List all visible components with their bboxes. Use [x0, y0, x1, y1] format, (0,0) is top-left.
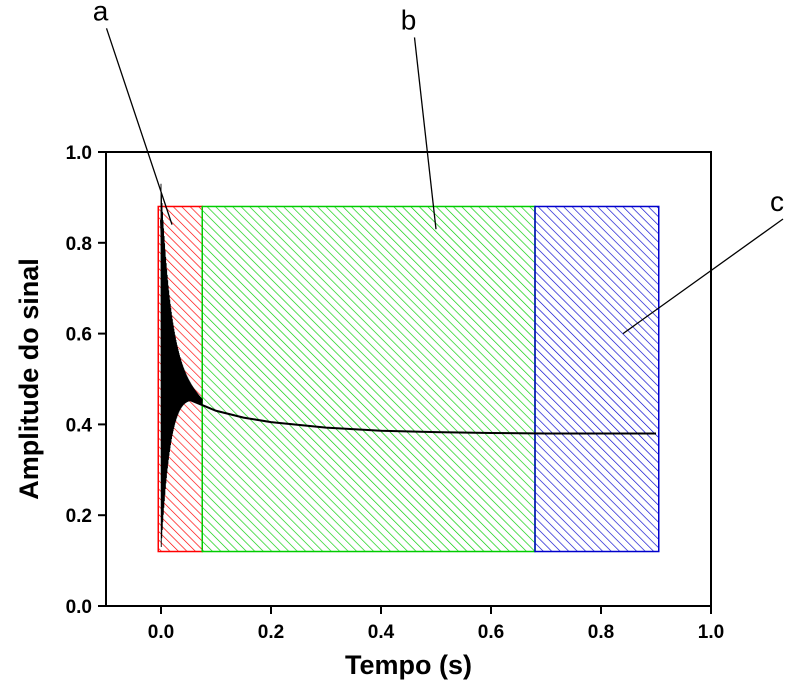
series-layer: [160, 183, 656, 547]
callout-line-b: [413, 37, 437, 230]
callouts-layer: a b c: [93, 0, 784, 335]
callout-label-b: b: [401, 4, 417, 35]
x-tick-label: 0.4: [368, 622, 395, 643]
signal-oscillation: [160, 183, 203, 547]
plot-frame: [105, 151, 712, 607]
regions-layer: [157, 205, 660, 553]
ticks-layer: 0.0 0.2 0.4 0.6 0.8 1.0 0.0 0.2 0.4 0.6 0.8 1.0: [66, 143, 725, 643]
y-tick-label: 0.0: [66, 597, 92, 618]
y-tick-label: 0.8: [66, 234, 92, 255]
callout-line-a: [105, 28, 173, 225]
x-tick-label: 1.0: [698, 622, 724, 643]
callout-line-c: [622, 218, 784, 335]
x-tick-label: 0.6: [478, 622, 504, 643]
y-tick-label: 1.0: [66, 143, 92, 164]
signal-series-0: [160, 220, 656, 435]
callout-label-a: a: [93, 0, 109, 26]
x-axis-title: Tempo (s): [345, 650, 472, 680]
region-c: [534, 205, 660, 553]
y-tick-label: 0.6: [66, 325, 92, 346]
x-tick-label: 0.0: [148, 622, 174, 643]
y-tick-label: 0.4: [66, 415, 93, 436]
callout-label-c: c: [770, 186, 784, 217]
region-b: [201, 205, 536, 553]
y-tick-label: 0.2: [66, 506, 92, 527]
x-tick-label: 0.2: [258, 622, 284, 643]
y-axis-title: Amplitude do sinal: [14, 258, 44, 500]
x-tick-label: 0.8: [588, 622, 614, 643]
